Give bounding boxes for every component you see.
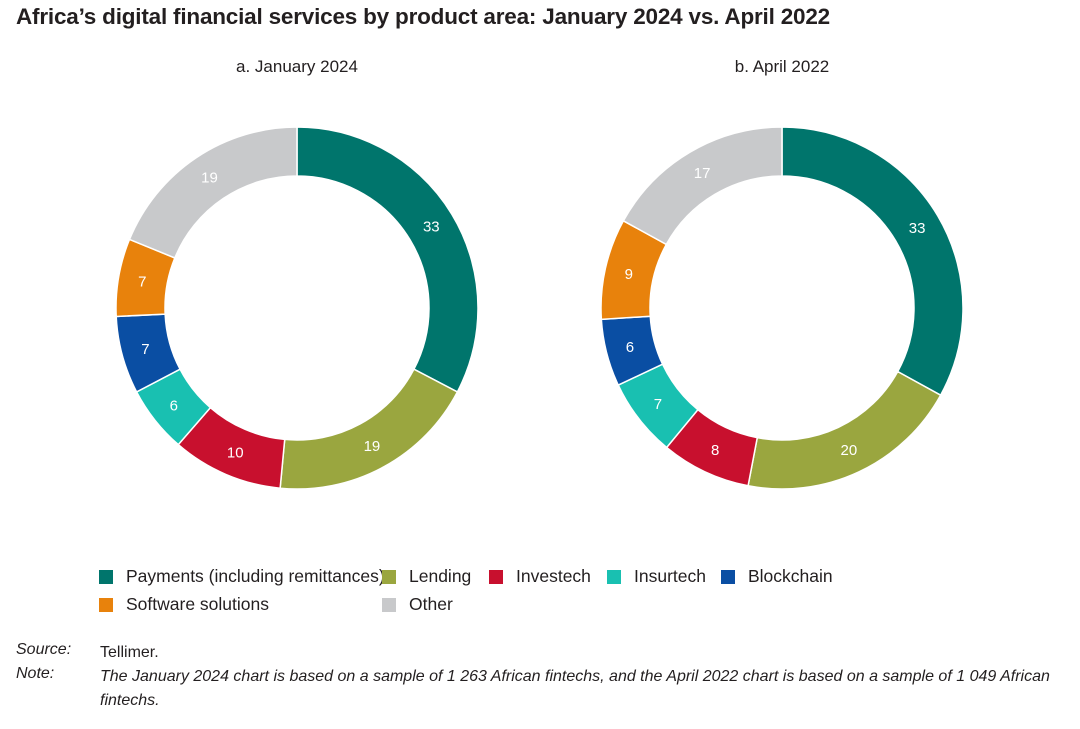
- donut-charts: a. January 2024 33 19 10 6 7 7 19 b. April 2022 3…: [115, 57, 964, 490]
- data-label-other: 19: [201, 170, 218, 187]
- slice-other: [128, 126, 298, 259]
- data-label-insurtech: 6: [170, 397, 178, 414]
- legend-swatch: [382, 597, 396, 612]
- data-label-other: 17: [694, 165, 711, 182]
- slice-payments: [296, 126, 479, 393]
- data-label-payments: 33: [909, 220, 926, 237]
- legend-item-lending: Lending: [382, 566, 471, 587]
- note-text: The January 2024 chart is based on a sam…: [100, 668, 1050, 709]
- legend-label: Payments (including remittances): [126, 566, 385, 586]
- data-label-software-solutions: 9: [625, 266, 633, 283]
- legend-label: Insurtech: [634, 566, 706, 586]
- legend-item-insurtech: Insurtech: [607, 566, 706, 587]
- source-label: Source:: [16, 641, 72, 658]
- legend-item-payments: Payments (including remittances): [99, 566, 385, 587]
- legend-swatch: [489, 569, 503, 584]
- chart-subtitle: a. January 2024: [236, 57, 358, 76]
- legend-label: Blockchain: [748, 566, 833, 586]
- chart-subtitle: b. April 2022: [735, 57, 830, 76]
- legend-label: Software solutions: [126, 594, 269, 614]
- data-label-software-solutions: 7: [138, 273, 146, 290]
- legend-label: Investech: [516, 566, 591, 586]
- data-label-blockchain: 6: [626, 339, 634, 356]
- legend-swatch: [607, 569, 621, 584]
- chart-title: Africa’s digital financial services by p…: [16, 4, 830, 29]
- legend-label: Other: [409, 594, 453, 614]
- legend-swatch: [99, 569, 113, 584]
- legend-swatch: [99, 597, 113, 612]
- legend-label: Lending: [409, 566, 472, 586]
- data-label-investech: 8: [711, 442, 719, 459]
- note-label: Note:: [16, 665, 55, 682]
- data-label-blockchain: 7: [141, 341, 149, 358]
- data-label-lending: 19: [364, 438, 381, 455]
- data-label-lending: 20: [841, 442, 858, 459]
- data-label-investech: 10: [227, 444, 244, 461]
- legend-item-investech: Investech: [489, 566, 591, 587]
- source-text: Tellimer.: [100, 644, 159, 661]
- slice-lending: [747, 370, 942, 490]
- data-label-payments: 33: [423, 219, 440, 236]
- donut-chart-2: b. April 2022 33 20 8 7 6 9 17: [600, 57, 964, 490]
- donut-chart-1: a. January 2024 33 19 10 6 7 7 19: [115, 57, 479, 490]
- slice-lending: [279, 368, 459, 490]
- slice-other: [622, 126, 783, 246]
- legend-item-other: Other: [382, 594, 453, 615]
- legend-item-software-solutions: Software solutions: [99, 594, 269, 615]
- data-label-insurtech: 7: [654, 396, 662, 413]
- legend: Payments (including remittances) Lending I…: [99, 566, 899, 626]
- legend-swatch: [382, 569, 396, 584]
- legend-swatch: [721, 569, 735, 584]
- legend-item-blockchain: Blockchain: [721, 566, 833, 587]
- slice-payments: [781, 126, 964, 397]
